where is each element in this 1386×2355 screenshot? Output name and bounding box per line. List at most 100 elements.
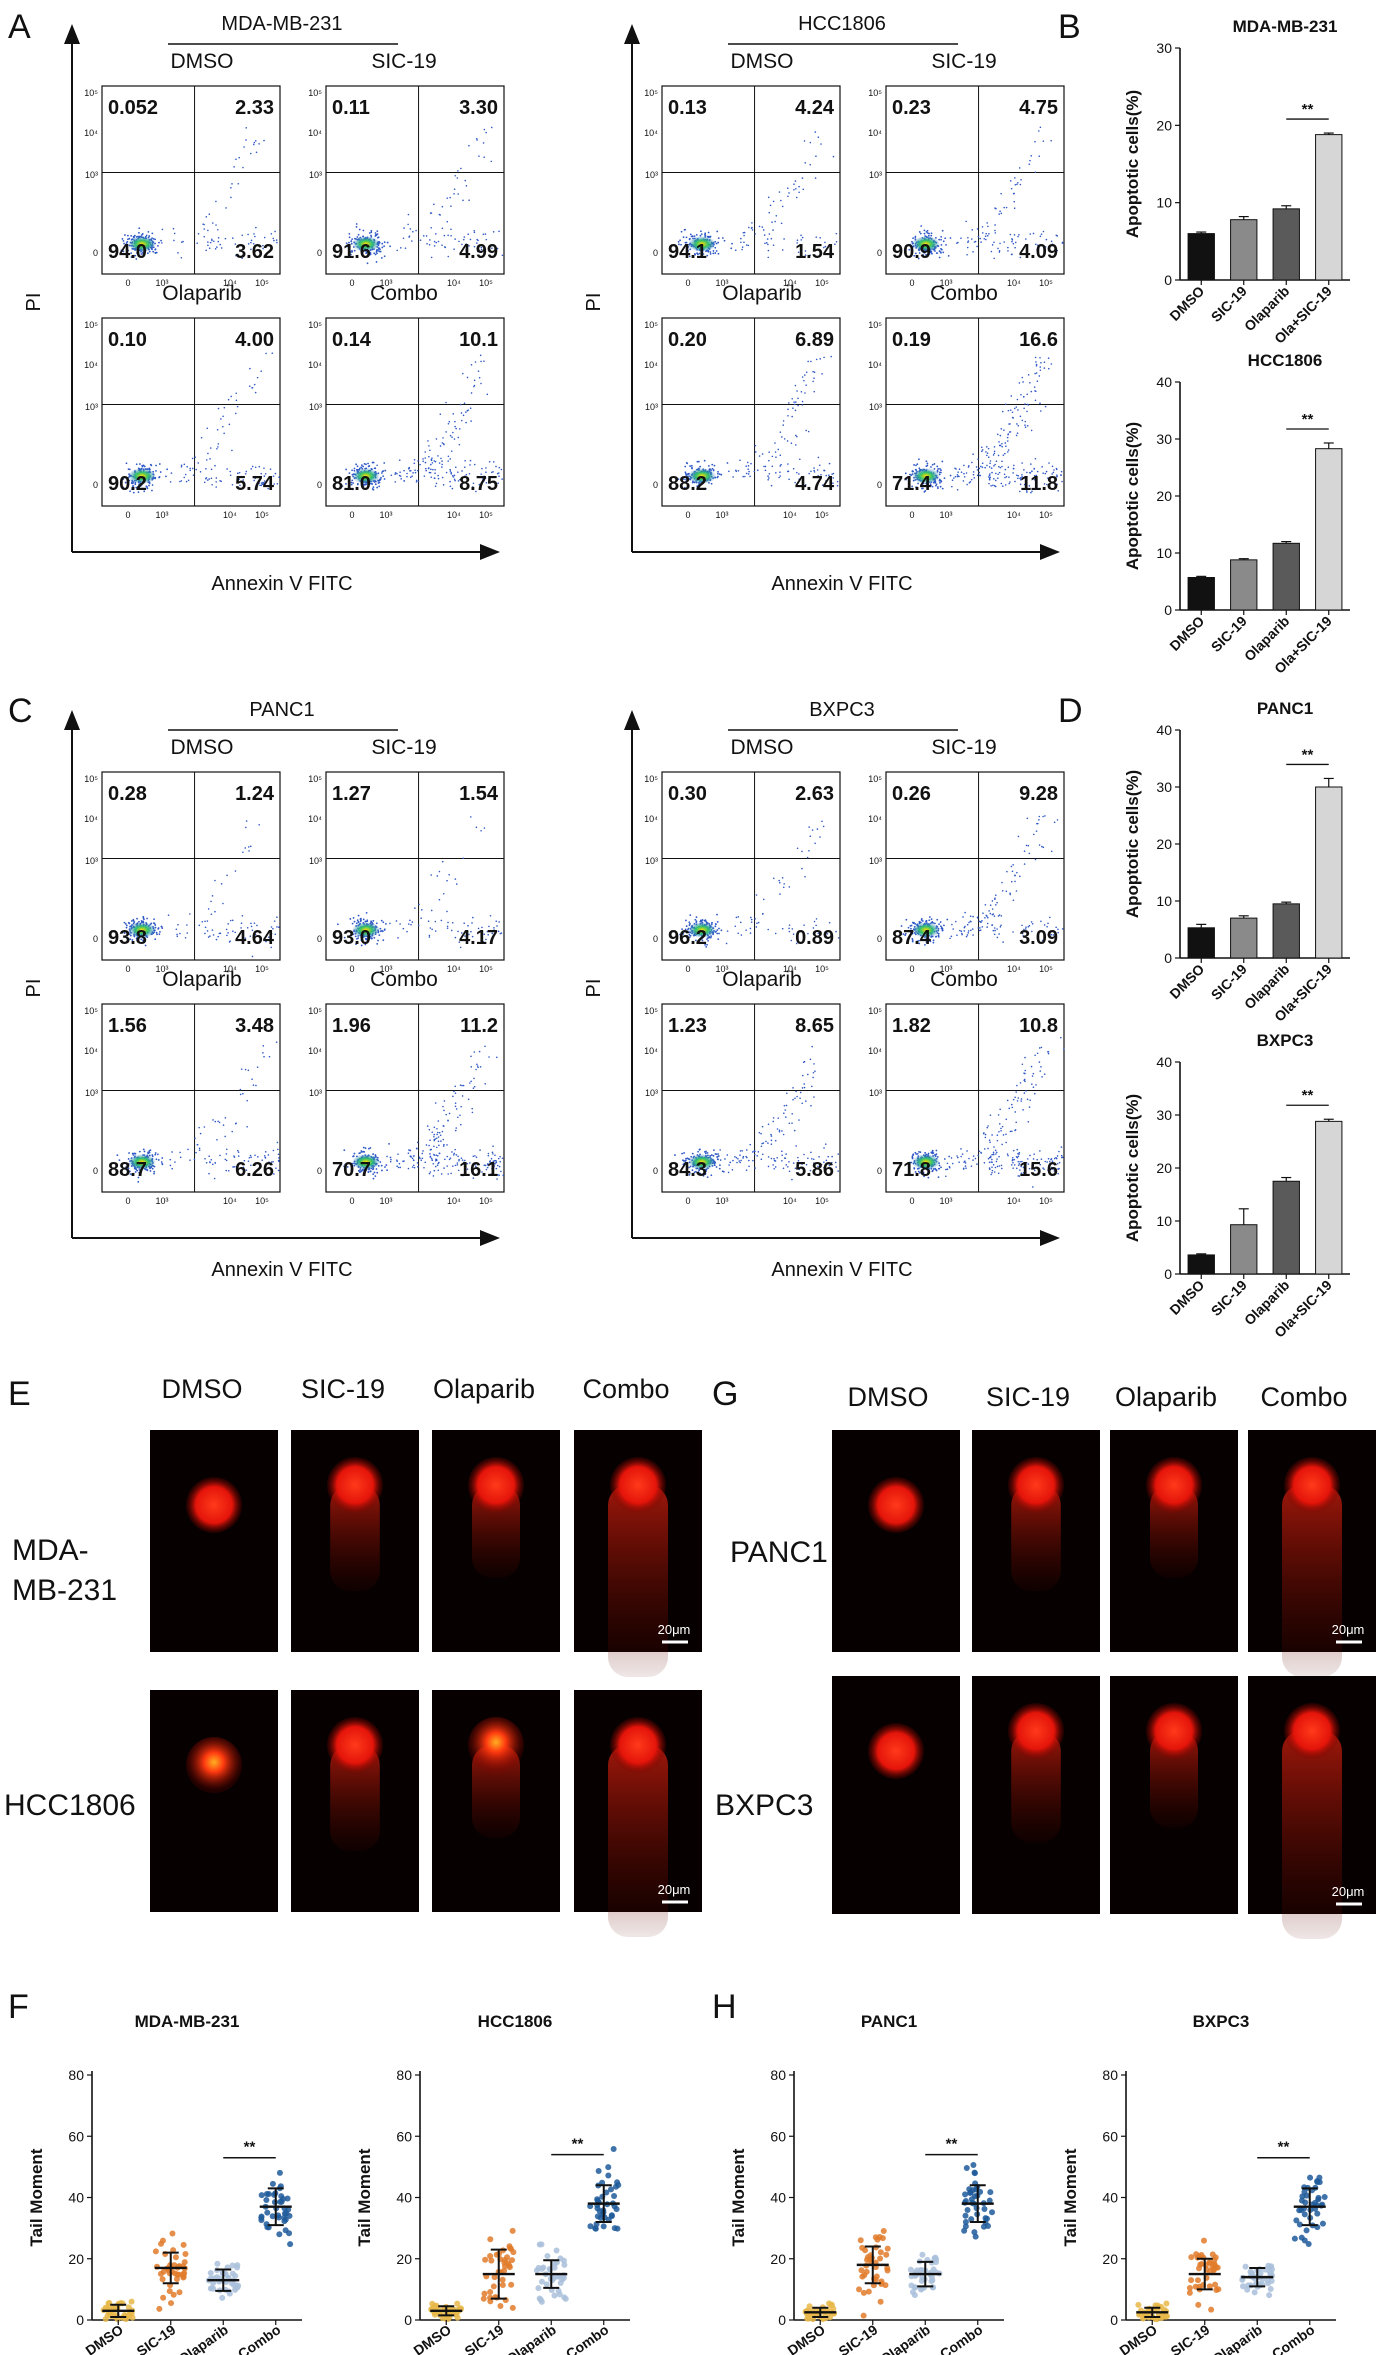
event-dot [204, 932, 206, 935]
event-dot [428, 455, 430, 458]
event-dot [226, 874, 228, 877]
event-dot [256, 924, 258, 927]
event-dot [1014, 480, 1016, 483]
event-dot [1056, 1155, 1059, 1157]
event-dot [161, 1157, 164, 1159]
event-dot [798, 1119, 800, 1121]
event-dot [357, 914, 360, 917]
event-dot [251, 955, 254, 958]
event-dot [438, 1152, 441, 1155]
event-dot [678, 243, 680, 246]
event-dot [1012, 192, 1015, 195]
event-dot [811, 829, 814, 831]
event-dot [795, 187, 797, 190]
y-tick-label: 0 [317, 1166, 322, 1176]
event-dot [425, 235, 428, 237]
event-dot [1011, 411, 1014, 414]
y-tick-label: 0 [877, 480, 882, 490]
y-tick-label: 10⁴ [868, 360, 882, 370]
event-dot [1000, 428, 1003, 430]
event-dot [1005, 890, 1008, 893]
event-dot [925, 465, 928, 468]
event-dot [475, 826, 478, 829]
event-dot [348, 246, 351, 248]
event-dot [793, 183, 795, 185]
treatment-label-sic-19: SIC-19 [931, 50, 996, 73]
event-dot [413, 1166, 416, 1169]
event-dot [687, 249, 690, 252]
event-dot [960, 237, 962, 239]
event-dot [138, 1150, 141, 1153]
event-dot [731, 1168, 734, 1171]
event-dot [735, 916, 738, 919]
y-tick-label: 10⁵ [644, 88, 658, 98]
event-dot [914, 235, 917, 238]
event-dot [776, 1157, 778, 1159]
event-dot [1060, 1036, 1062, 1039]
event-dot [448, 420, 451, 423]
event-dot [239, 1093, 242, 1096]
event-dot [149, 1170, 152, 1172]
treatment-label-combo: Combo [370, 282, 438, 305]
event-dot [243, 146, 245, 148]
event-dot [351, 488, 354, 491]
event-dot [492, 461, 495, 463]
event-dot [972, 915, 974, 918]
event-dot [171, 1151, 173, 1153]
event-dot [713, 1149, 715, 1152]
event-dot [140, 253, 143, 255]
event-dot [471, 1107, 473, 1110]
event-dot [938, 923, 940, 926]
event-dot [263, 139, 265, 142]
event-dot [685, 236, 688, 239]
event-dot [448, 873, 450, 876]
event-dot [151, 484, 154, 486]
event-dot [450, 228, 452, 231]
event-dot [381, 242, 384, 245]
quadrant-ul-value: 0.19 [892, 329, 931, 351]
event-dot [256, 376, 259, 379]
event-dot [719, 1159, 722, 1161]
event-dot [220, 480, 222, 483]
event-dot [464, 460, 466, 462]
event-dot [455, 1127, 458, 1129]
event-dot [348, 236, 351, 239]
event-dot [254, 466, 257, 469]
event-dot [142, 253, 144, 255]
event-dot [243, 483, 246, 485]
event-dot [796, 847, 799, 850]
event-dot [712, 252, 715, 255]
event-dot [999, 926, 1002, 928]
event-dot [992, 454, 995, 456]
event-dot [469, 1082, 471, 1084]
event-dot [1008, 476, 1010, 478]
event-dot [993, 927, 996, 929]
event-dot [161, 242, 163, 244]
event-dot [983, 1148, 986, 1150]
event-dot [390, 1158, 392, 1161]
y-tick-label: 10⁵ [308, 1006, 322, 1016]
event-dot [977, 458, 979, 460]
event-dot [277, 1159, 280, 1162]
event-dot [836, 480, 839, 483]
event-dot [715, 923, 717, 926]
event-dot [411, 921, 414, 923]
event-dot [1047, 1052, 1050, 1055]
event-dot [686, 475, 689, 478]
event-dot [241, 234, 244, 237]
event-dot [440, 919, 443, 922]
event-dot [436, 875, 439, 877]
event-dot [487, 1152, 490, 1155]
event-dot [795, 444, 797, 446]
event-dot [179, 480, 181, 483]
event-dot [760, 1145, 763, 1148]
event-dot [972, 473, 975, 476]
event-dot [1039, 1070, 1042, 1072]
event-dot [447, 1173, 449, 1175]
event-dot [137, 251, 140, 254]
event-dot [390, 474, 393, 477]
event-dot [454, 238, 456, 240]
event-dot [994, 1149, 997, 1152]
y-tick-label: 10⁵ [84, 774, 98, 784]
event-dot [402, 237, 405, 240]
